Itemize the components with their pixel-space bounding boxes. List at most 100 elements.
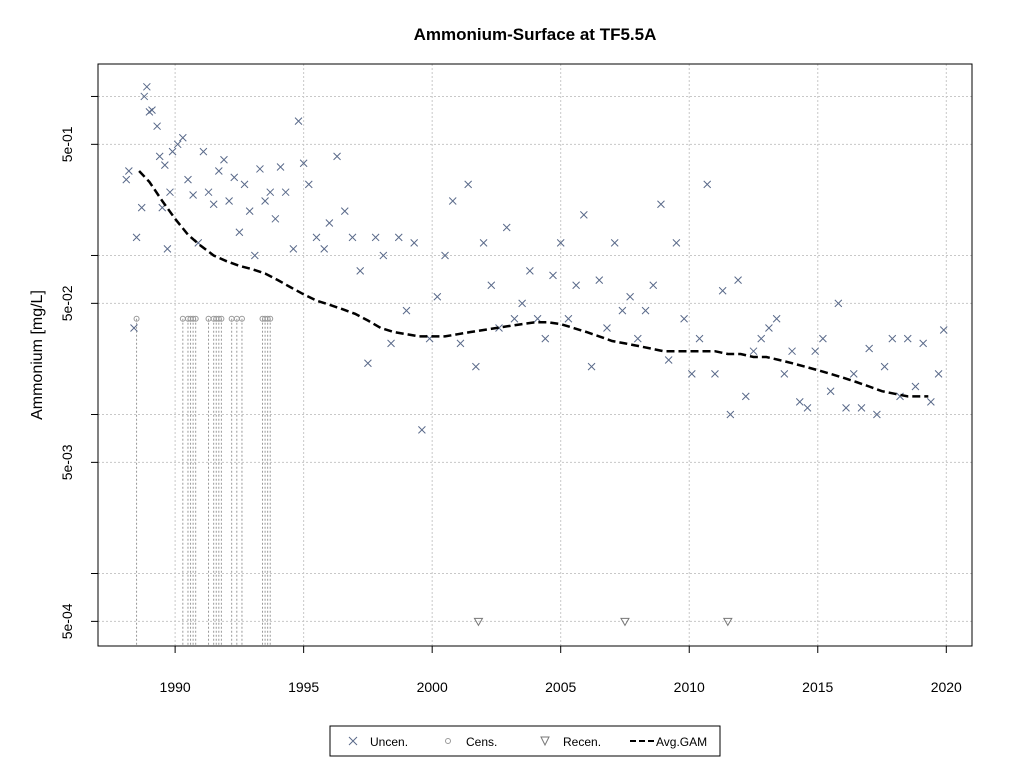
point-uncensored [256,165,264,173]
legend-label-recen: Recen. [563,735,601,749]
point-uncensored [726,410,735,419]
point-uncensored [387,339,395,348]
point-uncensored [441,251,449,260]
y-tick-label: 5e-02 [59,285,75,321]
gam-line-group [138,170,929,398]
point-censored [192,315,199,322]
point-uncensored [124,167,133,175]
point-uncensored [919,339,928,348]
x-tick-label: 2010 [674,679,705,695]
point-uncensored [780,370,789,378]
legend-label-uncen: Uncen. [370,735,408,749]
point-uncensored [888,334,897,343]
point-uncensored [333,152,341,161]
point-uncensored [294,117,303,125]
point-uncensored [734,276,742,284]
point-uncensored [633,334,642,343]
point-uncensored [757,334,766,343]
point-uncensored [153,122,161,131]
point-uncensored [896,392,904,401]
point-uncensored [564,314,573,323]
point-uncensored [184,175,192,184]
point-uncensored [189,191,197,199]
point-uncensored [579,211,588,219]
point-uncensored [250,251,259,260]
point-uncensored [472,362,480,371]
point-uncensored [364,359,372,368]
point-uncensored [479,239,488,247]
point-uncensored [340,207,349,215]
point-uncensored [137,203,146,212]
point-uncensored [132,233,141,242]
point-uncensored [741,392,750,401]
point-uncensored [402,306,411,315]
point-uncensored [433,292,442,301]
x-tick-label: 2020 [931,679,962,695]
point-censored [264,315,271,322]
censored-segments [136,318,271,646]
point-uncensored [934,370,943,378]
point-uncensored [518,299,527,308]
legend-label-cens: Cens. [466,735,497,749]
legend-marker-recen [540,736,550,747]
point-uncensored [595,276,604,284]
point-uncensored [803,404,812,412]
point-uncensored [456,339,465,348]
point-uncensored [641,306,650,315]
point-uncensored [448,197,457,205]
point-uncensored [173,140,182,149]
point-uncensored [772,314,781,323]
point-uncensored [320,245,329,253]
point-uncensored [204,188,213,197]
point-uncensored [526,267,534,275]
point-uncensored [718,286,727,295]
point-censored [215,315,222,322]
data-points [122,82,948,627]
point-uncensored [371,233,380,242]
point-uncensored [178,133,187,142]
point-uncensored [549,271,557,280]
point-uncensored [209,200,218,209]
point-recensored [473,617,484,627]
y-axis-title: Ammonium [mg/L] [29,290,46,420]
point-uncensored [214,167,223,175]
point-uncensored [356,267,365,275]
point-uncensored [276,163,285,171]
point-uncensored [230,173,239,182]
point-uncensored [819,334,827,343]
point-uncensored [379,251,388,260]
point-uncensored [487,281,496,290]
point-uncensored [695,334,704,343]
legend-box [329,725,721,757]
point-uncensored [220,155,228,164]
point-censored [267,315,274,322]
legend-item-recen: Recen. [540,735,601,749]
point-uncensored [834,299,843,308]
point-uncensored [299,159,308,168]
point-uncensored [657,200,665,209]
point-uncensored [873,410,881,419]
point-censored [238,315,245,322]
point-uncensored [312,233,321,242]
x-tick-label: 1990 [160,679,191,695]
point-uncensored [911,382,920,391]
point-uncensored [865,344,874,353]
point-recensored [620,617,630,627]
point-uncensored [122,175,131,184]
point-uncensored [927,398,935,406]
point-uncensored [880,362,889,371]
point-uncensored [168,147,177,156]
point-uncensored [826,387,835,396]
point-uncensored [711,370,719,378]
x-tick-label: 2005 [545,679,576,695]
point-uncensored [199,147,208,156]
point-uncensored [618,306,627,315]
point-uncensored [680,314,688,323]
legend-item-cens: Cens. [445,735,497,749]
point-uncensored [664,356,673,364]
point-uncensored [266,188,275,197]
point-uncensored [271,214,280,223]
point-censored [218,315,225,322]
point-recensored [722,617,733,627]
